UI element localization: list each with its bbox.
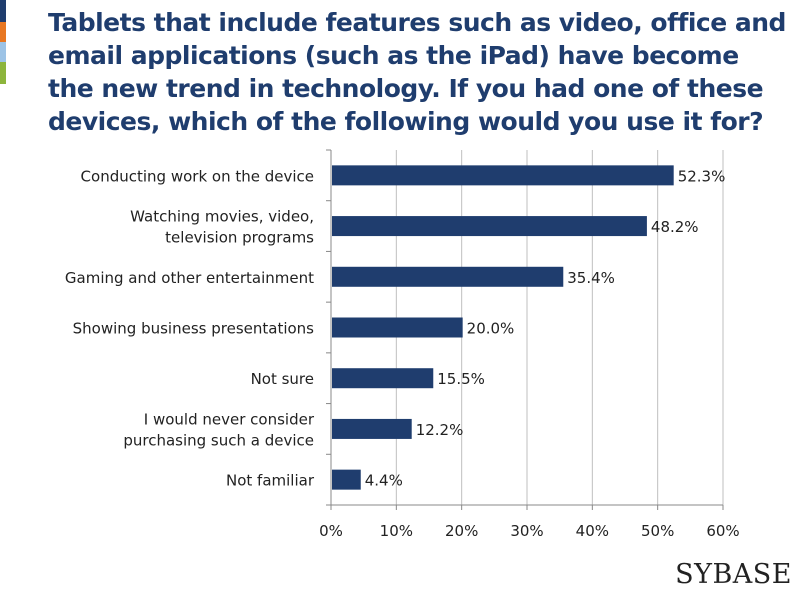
bar-1: [332, 216, 647, 237]
x-tick-label-3: 30%: [510, 522, 543, 540]
value-label-1: 48.2%: [651, 218, 699, 236]
value-label-3: 20.0%: [467, 320, 515, 338]
bar-3: [332, 317, 463, 338]
bar-6: [332, 469, 361, 490]
value-label-6: 4.4%: [365, 472, 403, 490]
category-label-6: Not familiar: [226, 472, 315, 490]
category-label-1-line-1: television programs: [165, 229, 314, 247]
x-tick-label-0: 0%: [319, 522, 343, 540]
category-label-5-line-1: purchasing such a device: [123, 431, 314, 449]
value-label-0: 52.3%: [678, 167, 726, 185]
value-label-4: 15.5%: [437, 370, 485, 388]
category-label-3: Showing business presentations: [73, 320, 315, 338]
x-tick-label-5: 50%: [641, 522, 674, 540]
bar-2: [332, 266, 564, 287]
bar-0: [332, 165, 674, 186]
category-label-4: Not sure: [251, 370, 314, 388]
category-label-2: Gaming and other entertainment: [65, 269, 314, 287]
value-label-5: 12.2%: [416, 421, 464, 439]
accent-stripe-lightblue: [0, 42, 6, 62]
x-tick-label-4: 40%: [576, 522, 609, 540]
x-tick-label-2: 20%: [445, 522, 478, 540]
value-label-2: 35.4%: [567, 269, 615, 287]
sybase-logo: SYBASE: [675, 559, 792, 590]
page-title: Tablets that include features such as vi…: [48, 8, 786, 136]
x-tick-label-1: 10%: [380, 522, 413, 540]
x-tick-label-6: 60%: [706, 522, 739, 540]
accent-stripe-green: [0, 62, 6, 84]
category-label-0: Conducting work on the device: [81, 167, 314, 185]
bar-4: [332, 368, 434, 389]
bar-5: [332, 418, 412, 439]
category-label-1-line-0: Watching movies, video,: [130, 208, 314, 226]
accent-stripe-orange: [0, 22, 6, 42]
category-label-5-line-0: I would never consider: [144, 410, 315, 428]
accent-stripe-navy: [0, 0, 6, 22]
